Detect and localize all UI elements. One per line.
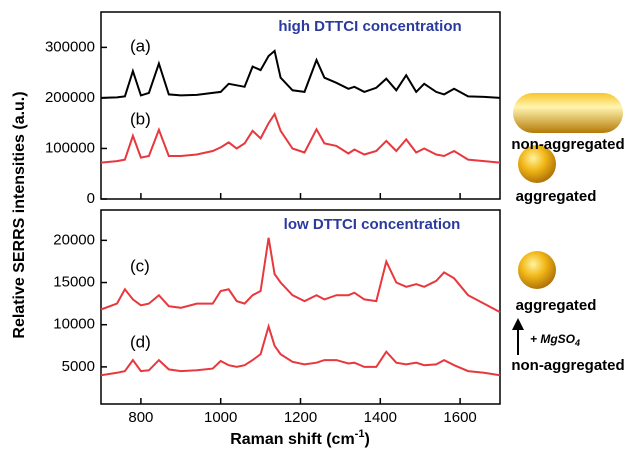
- plot-frame: [100, 209, 501, 405]
- y-tick-label: 15000: [53, 274, 95, 291]
- side-label: aggregated: [516, 188, 597, 205]
- reagent-sub: 4: [574, 338, 580, 348]
- x-tick-label: 1400: [364, 409, 397, 426]
- y-axis-label: Relative SERRS intensities (a.u.): [11, 91, 28, 338]
- reagent: + MgSO4: [530, 332, 580, 348]
- nanosphere: [518, 251, 556, 289]
- y-tick-label: 100000: [45, 139, 95, 156]
- y-tick-label: 200000: [45, 89, 95, 106]
- y-tick-label: 300000: [45, 38, 95, 55]
- x-axis-label: Raman shift (cm-1): [230, 428, 370, 448]
- x-tick-label: 1000: [204, 409, 237, 426]
- x-tick-label: 800: [128, 409, 153, 426]
- series-line: [100, 322, 501, 377]
- y-tick-label: 10000: [53, 316, 95, 333]
- nanosphere: [518, 145, 556, 183]
- x-axis-label-text: Raman shift (cm: [230, 431, 354, 448]
- plot-frame: [100, 11, 501, 200]
- series-line: [100, 111, 501, 164]
- annotation: (a): [130, 36, 151, 55]
- nanorod: [513, 93, 623, 133]
- annotation: (c): [130, 256, 150, 275]
- annotation: high DTTCI concentration: [278, 18, 461, 35]
- side-label: aggregated: [516, 297, 597, 314]
- arrow-head: [512, 318, 524, 330]
- side-label: non-aggregated: [511, 136, 624, 153]
- side-label: non-aggregated: [511, 357, 624, 374]
- reagent-text: + MgSO: [530, 332, 576, 346]
- x-tick-label: 1200: [284, 409, 317, 426]
- y-tick-label: 0: [87, 190, 95, 207]
- y-tick-label: 5000: [62, 358, 95, 375]
- series-line: [100, 49, 501, 99]
- y-tick-label: 20000: [53, 231, 95, 248]
- series-line: [100, 237, 501, 313]
- annotation: (d): [130, 332, 151, 351]
- x-axis-label-end: ): [364, 431, 369, 448]
- annotation: (b): [130, 109, 151, 128]
- x-axis-label-sup: -1: [355, 428, 365, 440]
- x-tick-label: 1600: [443, 409, 476, 426]
- annotation: low DTTCI concentration: [284, 216, 461, 233]
